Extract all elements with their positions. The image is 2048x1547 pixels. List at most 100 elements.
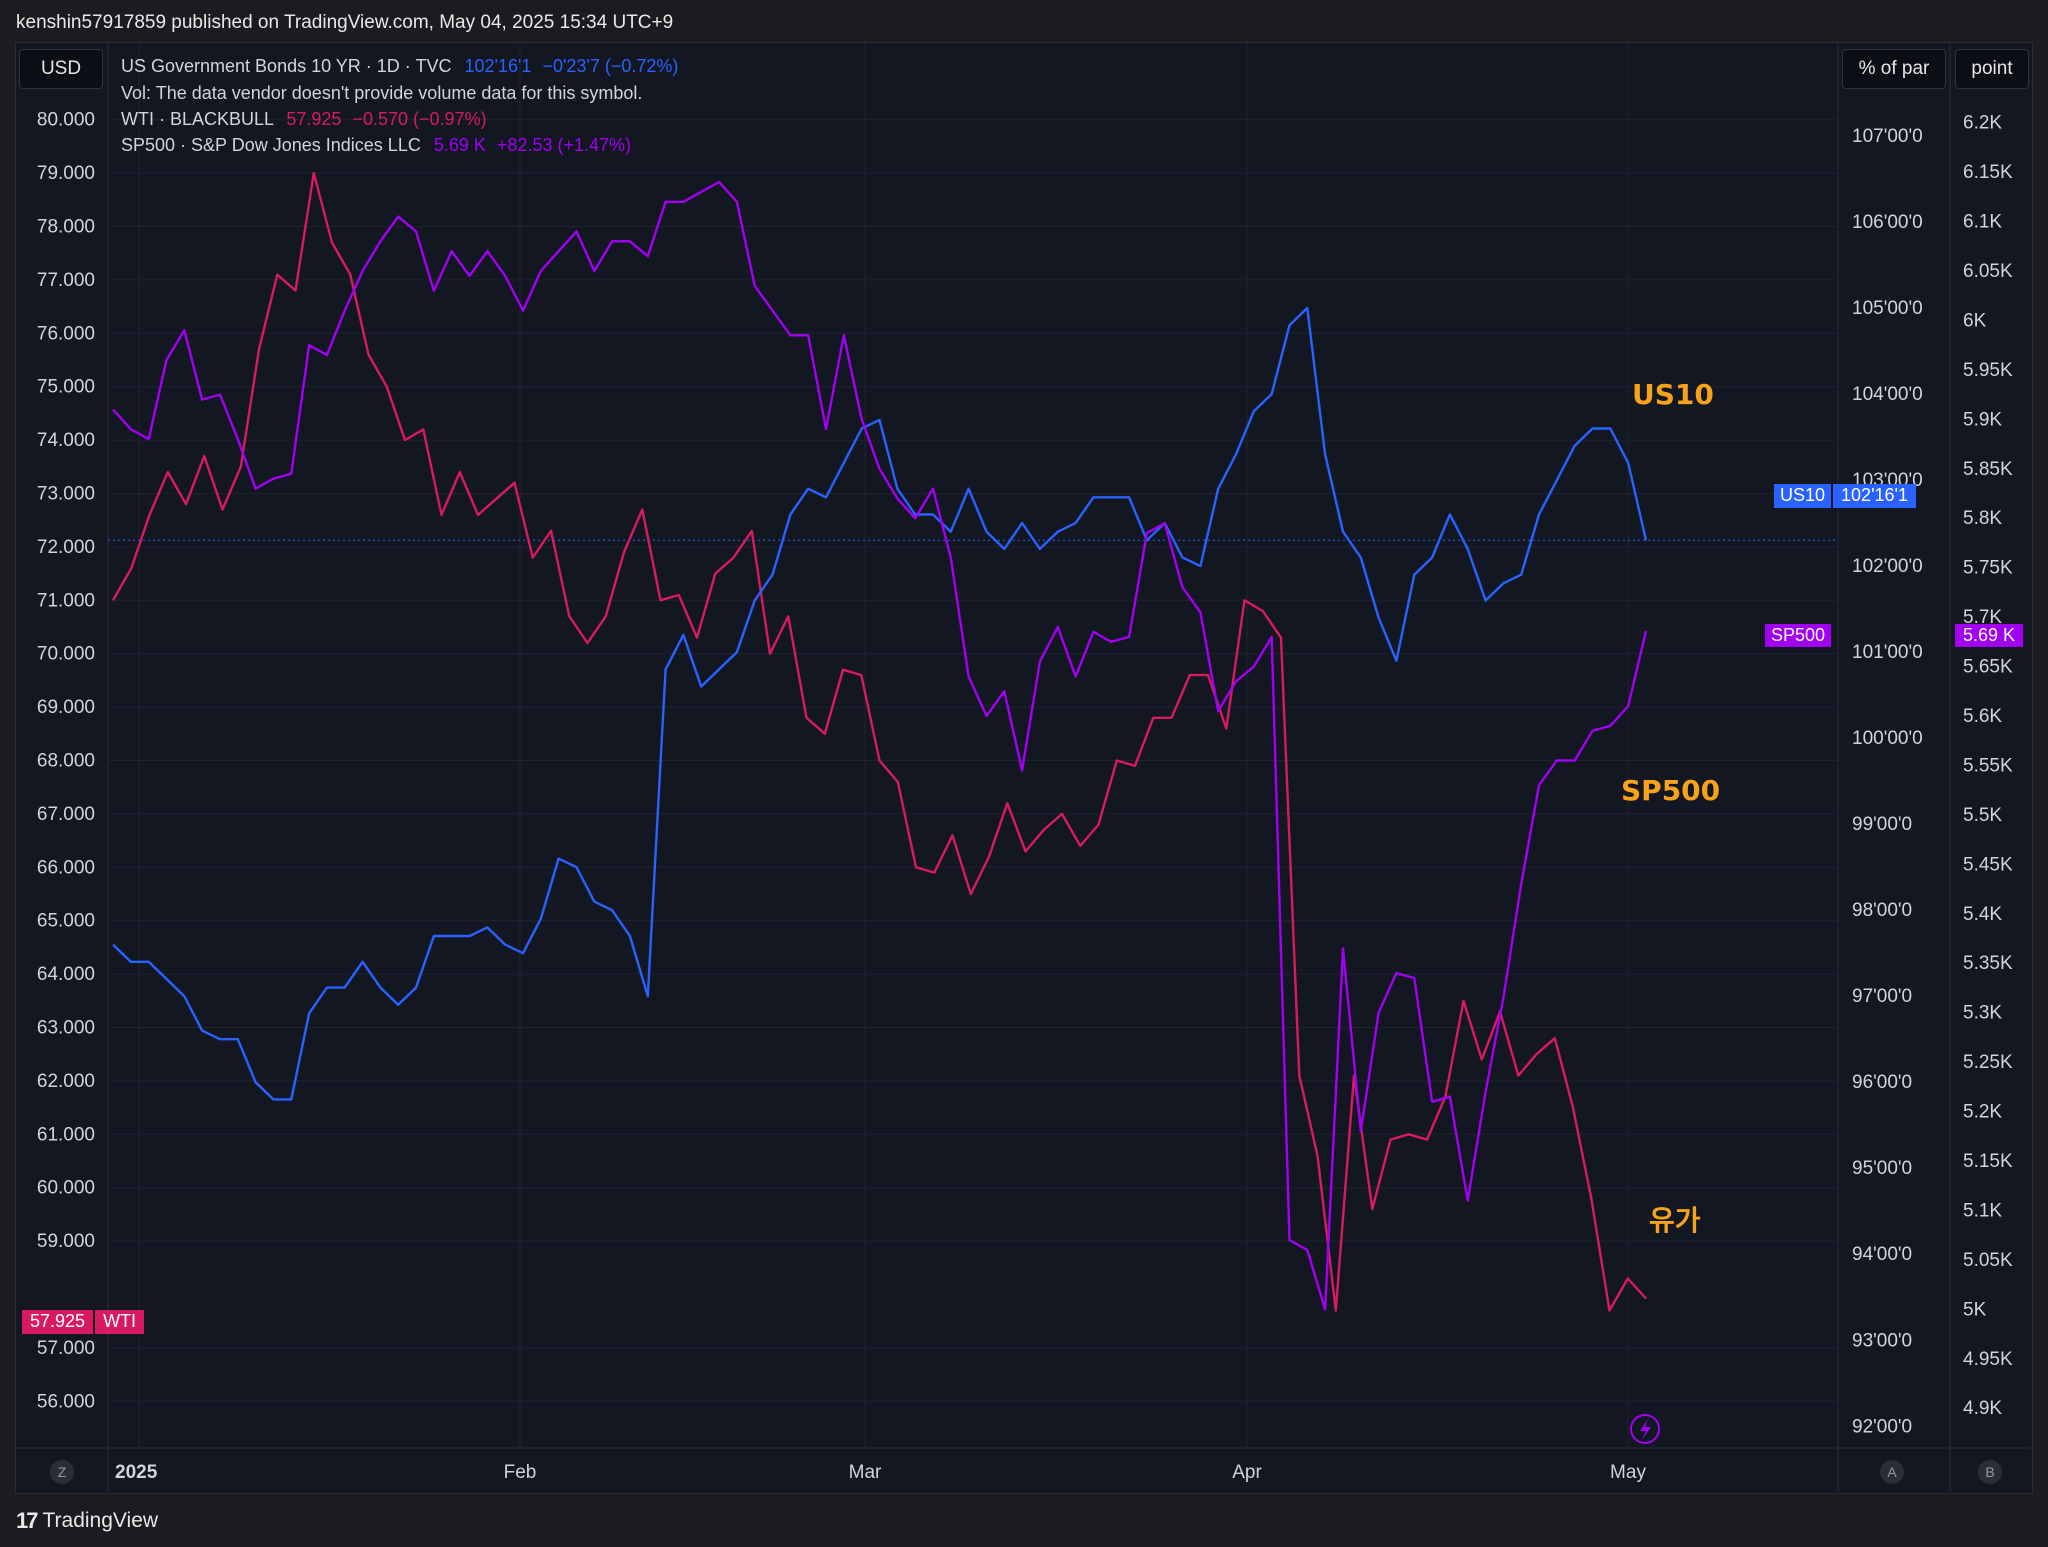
us10-tick-label: 101'00'0 bbox=[1852, 642, 1923, 663]
sp-tick-label: 5.95K bbox=[1963, 360, 2013, 381]
us10-price-badge: US10 102'16'1 bbox=[1774, 484, 1916, 508]
time-tick-label: May bbox=[1610, 1462, 1646, 1483]
series-line-sp500 bbox=[112, 180, 1648, 1311]
sp-tick-label: 5.2K bbox=[1963, 1102, 2002, 1123]
us10-tick-label: 94'00'0 bbox=[1852, 1244, 1912, 1265]
auto-scale-a-button[interactable]: A bbox=[1880, 1460, 1904, 1484]
us10-tick-label: 97'00'0 bbox=[1852, 986, 1912, 1007]
annotation-oil: 유가 bbox=[1649, 1204, 1701, 1237]
sp-tick-label: 6.15K bbox=[1963, 162, 2013, 183]
sp-tick-label: 5.5K bbox=[1963, 805, 2002, 826]
legend-sp500-name: SP500 · S&P Dow Jones Indices LLC bbox=[121, 135, 421, 155]
time-tick-label: 2025 bbox=[115, 1462, 158, 1483]
time-tick-label: Feb bbox=[504, 1462, 537, 1483]
sp-tick-label: 5.4K bbox=[1963, 904, 2002, 925]
us10-tick-label: 100'00'0 bbox=[1852, 728, 1923, 749]
sp-tick-label: 5.9K bbox=[1963, 409, 2002, 430]
left-tick-label: 77.000 bbox=[37, 270, 95, 291]
sp-tick-label: 4.9K bbox=[1963, 1398, 2002, 1419]
left-tick-label: 63.000 bbox=[37, 1018, 95, 1039]
legend-sp500[interactable]: SP500 · S&P Dow Jones Indices LLC 5.69 K… bbox=[121, 135, 631, 156]
left-tick-label: 66.000 bbox=[37, 857, 95, 878]
sp-tick-label: 5.1K bbox=[1963, 1200, 2002, 1221]
annotations: US10 SP500 유가 bbox=[1621, 378, 1720, 1237]
us10-tick-label: 104'00'0 bbox=[1852, 384, 1923, 405]
sp-tick-label: 6.1K bbox=[1963, 212, 2002, 233]
us10-tick-label: 105'00'0 bbox=[1852, 298, 1923, 319]
left-tick-label: 71.000 bbox=[37, 590, 95, 611]
left-tick-label: 80.000 bbox=[37, 110, 95, 131]
left-tick-label: 67.000 bbox=[37, 804, 95, 825]
auto-scale-left-button[interactable]: Z bbox=[50, 1460, 74, 1484]
currency-button[interactable]: USD bbox=[19, 49, 103, 89]
sp-axis-ticks: 6.2K 6.15K 6.1K 6.05K 6K 5.95K 5.9K 5.85K 5.8K 5.… bbox=[1963, 113, 2013, 1420]
us10-tick-label: 99'00'0 bbox=[1852, 814, 1912, 835]
sp-tick-label: 5.8K bbox=[1963, 508, 2002, 529]
left-tick-label: 65.000 bbox=[37, 911, 95, 932]
time-axis-ticks: 2025 Feb Mar Apr May bbox=[115, 1462, 1646, 1483]
wti-price-badge: 57.925 WTI bbox=[22, 1310, 145, 1334]
left-tick-label: 57.000 bbox=[37, 1338, 95, 1359]
us10-tick-label: 93'00'0 bbox=[1852, 1330, 1912, 1351]
series-line-us10 bbox=[112, 306, 1648, 1101]
legend-wti-change: −0.570 (−0.97%) bbox=[352, 109, 487, 129]
us10-tick-label: 98'00'0 bbox=[1852, 900, 1912, 921]
point-button[interactable]: point bbox=[1955, 49, 2029, 89]
left-tick-label: 60.000 bbox=[37, 1178, 95, 1199]
legend-sp500-change: +82.53 (+1.47%) bbox=[496, 135, 632, 155]
sp-tick-label: 6.05K bbox=[1963, 261, 2013, 282]
annotation-sp500: SP500 bbox=[1621, 774, 1720, 807]
auto-scale-b-button[interactable]: B bbox=[1978, 1460, 2002, 1484]
us10-tick-label: 95'00'0 bbox=[1852, 1158, 1912, 1179]
legend-wti-value: 57.925 bbox=[286, 109, 342, 129]
annotation-us10: US10 bbox=[1632, 378, 1714, 411]
footer-brand[interactable]: 17 TradingView bbox=[16, 1508, 158, 1534]
percent-of-par-button[interactable]: % of par bbox=[1842, 49, 1946, 89]
legend-us10[interactable]: US Government Bonds 10 YR · 1D · TVC 102… bbox=[121, 56, 678, 77]
legend-us10-value: 102'16'1 bbox=[464, 56, 532, 76]
left-tick-label: 68.000 bbox=[37, 751, 95, 772]
sp-tick-label: 5.35K bbox=[1963, 953, 2013, 974]
left-tick-label: 56.000 bbox=[37, 1391, 95, 1412]
left-tick-label: 62.000 bbox=[37, 1071, 95, 1092]
legend-vol-note: Vol: The data vendor doesn't provide vol… bbox=[121, 83, 643, 103]
us10-tick-label: 102'00'0 bbox=[1852, 556, 1923, 577]
us10-tick-label: 92'00'0 bbox=[1852, 1416, 1912, 1437]
legend-wti[interactable]: WTI · BLACKBULL 57.925 −0.570 (−0.97%) bbox=[121, 109, 487, 130]
tradingview-logo-icon: 17 bbox=[16, 1508, 39, 1533]
left-tick-label: 74.000 bbox=[37, 430, 95, 451]
us10-axis-ticks: 107'00'0106'00'0105'00'0104'00'0103'00'0… bbox=[1852, 126, 1923, 1437]
sp-tick-label: 5.75K bbox=[1963, 558, 2013, 579]
left-tick-label: 70.000 bbox=[37, 644, 95, 665]
sp500-tag-badge: SP500 bbox=[1765, 624, 1832, 647]
sp-tick-label: 5.7K bbox=[1963, 607, 2002, 628]
sp-tick-label: 5K bbox=[1963, 1299, 1987, 1320]
sp-tick-label: 5.05K bbox=[1963, 1250, 2013, 1271]
legend-wti-name: WTI · BLACKBULL bbox=[121, 109, 274, 129]
series-lines bbox=[111, 171, 1648, 1312]
sp-tick-label: 5.3K bbox=[1963, 1003, 2002, 1024]
left-tick-label: 73.000 bbox=[37, 484, 95, 505]
left-tick-label: 79.000 bbox=[37, 163, 95, 184]
left-tick-label: 59.000 bbox=[37, 1231, 95, 1252]
series-line-wti bbox=[111, 171, 1647, 1312]
sp500-price-badge: 5.69 K bbox=[1955, 624, 2024, 647]
time-tick-label: Apr bbox=[1232, 1462, 1262, 1483]
time-tick-label: Mar bbox=[849, 1462, 882, 1483]
sp-tick-label: 5.6K bbox=[1963, 706, 2002, 727]
published-byline: kenshin57917859 published on TradingView… bbox=[16, 12, 674, 33]
left-tick-label: 75.000 bbox=[37, 377, 95, 398]
lightning-icon[interactable] bbox=[1630, 1414, 1660, 1444]
legend-us10-change: −0'23'7 (−0.72%) bbox=[542, 56, 679, 76]
wti-price-tag: WTI bbox=[95, 1310, 145, 1334]
left-axis-ticks: 80.000 79.000 78.000 77.000 76.000 75.000 74.0… bbox=[37, 110, 95, 1413]
sp-tick-label: 5.65K bbox=[1963, 657, 2013, 678]
sp-tick-label: 5.25K bbox=[1963, 1052, 2013, 1073]
sp-tick-label: 5.45K bbox=[1963, 854, 2013, 875]
left-tick-label: 76.000 bbox=[37, 323, 95, 344]
sp-tick-label: 4.95K bbox=[1963, 1349, 2013, 1370]
us10-price-tag: US10 bbox=[1774, 484, 1832, 508]
left-tick-label: 72.000 bbox=[37, 537, 95, 558]
legend-us10-name: US Government Bonds 10 YR · 1D · TVC bbox=[121, 56, 452, 76]
